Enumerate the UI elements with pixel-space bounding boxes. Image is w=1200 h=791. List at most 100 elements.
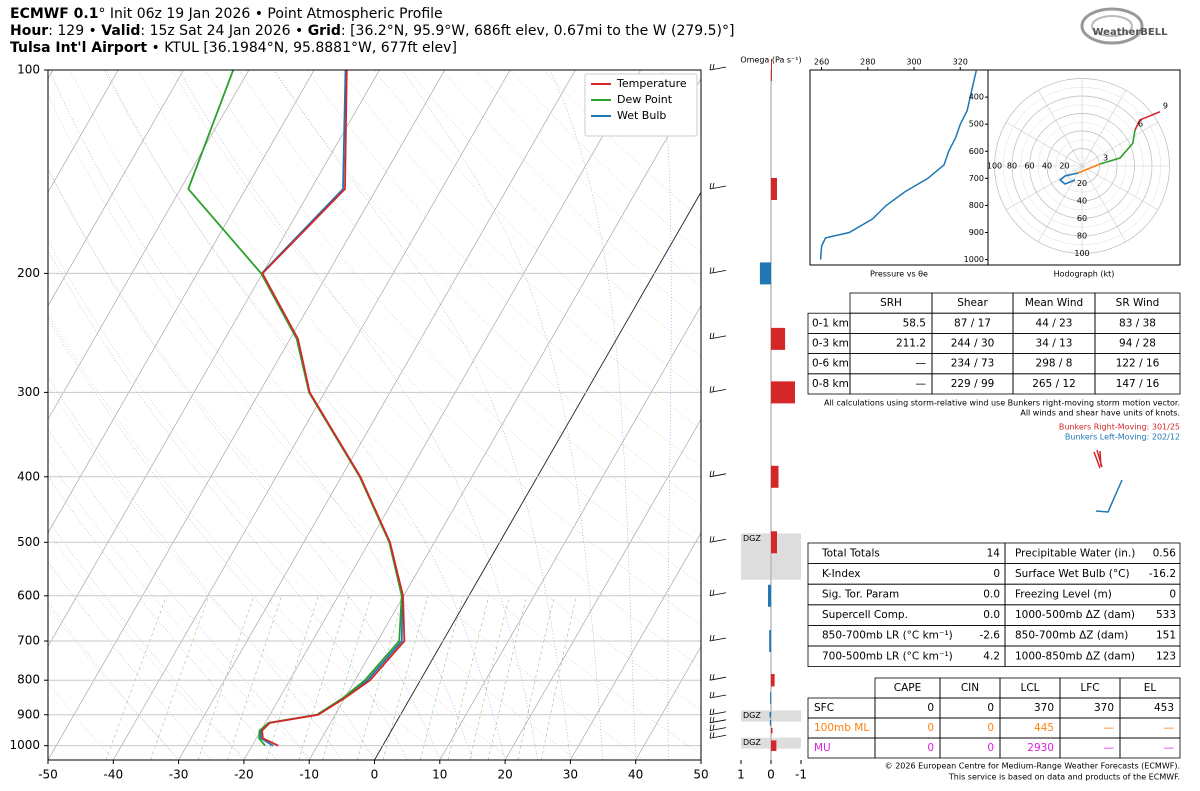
row-label: 850-700mb LR (°C km⁻¹) <box>822 630 953 642</box>
isotherm <box>48 70 446 760</box>
moist-adiabat <box>274 70 571 760</box>
ring-label: 20 <box>1077 179 1087 188</box>
table-value: 298 / 8 <box>1036 358 1073 370</box>
isotherm <box>308 78 701 760</box>
table-value: 2930 <box>1027 742 1054 754</box>
moist-adiabat <box>48 168 441 760</box>
moist-adiabat <box>105 70 506 760</box>
logo-swirl <box>1091 15 1133 37</box>
header-segment: : 129 • <box>48 23 101 39</box>
table-value: 94 / 28 <box>1119 338 1156 350</box>
table-value: 0 <box>987 742 994 754</box>
bunkers-lm-vector <box>1095 479 1123 513</box>
table-value: 244 / 30 <box>951 338 995 350</box>
x-tick-label: 300 <box>906 58 921 67</box>
dry-adiabat <box>48 458 313 760</box>
y-tick-label: 600 <box>969 147 984 156</box>
dry-adiabat <box>69 70 701 755</box>
dgz-label: DGZ <box>743 534 761 543</box>
height-marker: 6 <box>1138 120 1143 129</box>
moist-adiabat <box>48 428 310 760</box>
range-ring <box>1029 113 1135 219</box>
dgz-label: DGZ <box>743 711 761 720</box>
header-segment: : 15z Sat 24 Jan 2026 • <box>140 23 307 39</box>
row-label: MU <box>814 742 831 754</box>
hodograph-line <box>1058 172 1079 185</box>
mixing-ratio-line <box>197 595 255 760</box>
row-label: SFC <box>814 702 834 714</box>
dry-adiabat <box>407 70 701 358</box>
table-value: 229 / 99 <box>951 378 995 390</box>
wind-barb <box>709 674 727 681</box>
x-tick-label: 0 <box>371 768 379 782</box>
range-ring <box>1073 157 1091 175</box>
ring-label: 60 <box>1077 214 1087 223</box>
table-value: 0 <box>927 742 934 754</box>
dry-adiabat <box>171 70 701 626</box>
wind-barb <box>709 716 727 724</box>
indices-table: Total Totals 14 Precipitable Water (in.) 0.… <box>807 542 1181 668</box>
omega-bar <box>769 720 771 726</box>
x-tick-label: 10 <box>432 768 447 782</box>
header-segment: Tulsa Int'l Airport <box>10 40 147 56</box>
dry-adiabat <box>48 606 181 760</box>
x-tick-label: 320 <box>953 58 968 67</box>
isotherm <box>504 418 701 760</box>
srh-table: SRH Shear Mean Wind SR Wind 0-1 km 58.5 87 / 1… <box>807 292 1181 395</box>
moist-adiabat <box>48 249 408 760</box>
hodograph-line <box>1077 163 1101 174</box>
x-tick-label: -30 <box>169 768 189 782</box>
y-tick-label: 200 <box>17 266 40 280</box>
row-label: Freezing Level (m) <box>1015 589 1112 601</box>
omega-title: Omega (Pa s⁻¹) <box>740 56 801 65</box>
table-value: 445 <box>1034 722 1054 734</box>
mixing-ratio-line <box>266 595 319 760</box>
hodograph-line <box>1134 111 1161 131</box>
legend-label: Wet Bulb <box>617 109 666 122</box>
table-value: 0 <box>927 702 934 714</box>
ring-label: 40 <box>1077 197 1087 206</box>
y-tick-label: 800 <box>969 201 984 210</box>
footer-line: This service is based on data and produc… <box>948 773 1180 782</box>
table-value: — <box>1164 722 1175 734</box>
logo: WeatherBELL <box>1080 7 1168 45</box>
table-value: 0 <box>987 722 994 734</box>
x-tick-label: 1 <box>737 768 745 782</box>
y-tick-label: 500 <box>969 120 984 129</box>
moist-adiabat <box>178 70 539 760</box>
moist-adiabat <box>401 70 604 760</box>
x-tick-label: -10 <box>299 768 319 782</box>
moist-adiabat <box>48 602 179 760</box>
storm-motion-diagram <box>1093 449 1123 513</box>
table-value: 0.56 <box>1153 547 1177 559</box>
x-tick-label: 260 <box>814 58 829 67</box>
omega-bar <box>771 465 779 488</box>
row-label: 1000-850mb ΔZ (dam) <box>1015 650 1135 662</box>
profile-line <box>187 70 403 747</box>
wind-barb <box>709 589 727 597</box>
mixing-ratio-line <box>105 595 167 760</box>
isotherm <box>48 70 54 80</box>
x-tick-label: 50 <box>693 768 708 782</box>
mixing-ratio-line <box>541 595 577 760</box>
ring-label: 100 <box>1074 249 1089 258</box>
wind-barb <box>709 724 727 732</box>
header-line: Hour: 129 • Valid: 15z Sat 24 Jan 2026 •… <box>10 23 734 39</box>
inset-xlabel: Hodograph (kt) <box>1054 270 1115 279</box>
y-tick-label: 900 <box>17 707 40 721</box>
x-tick-label: -20 <box>234 768 254 782</box>
mixing-ratio-line <box>487 595 527 760</box>
profile-line <box>261 70 406 747</box>
wind-barb <box>709 63 727 71</box>
isotherm <box>48 70 380 648</box>
y-tick-label: 600 <box>17 588 40 602</box>
x-tick-label: -40 <box>103 768 123 782</box>
omega-bar <box>771 327 786 350</box>
column-header: SRH <box>880 297 902 309</box>
x-tick-label: 20 <box>497 768 512 782</box>
moist-adiabat <box>48 376 343 760</box>
range-ring <box>1064 148 1100 184</box>
plot-frame <box>47 69 702 761</box>
mixing-ratio-line <box>357 595 405 760</box>
inset-xlabel: Pressure vs θe <box>870 270 928 279</box>
